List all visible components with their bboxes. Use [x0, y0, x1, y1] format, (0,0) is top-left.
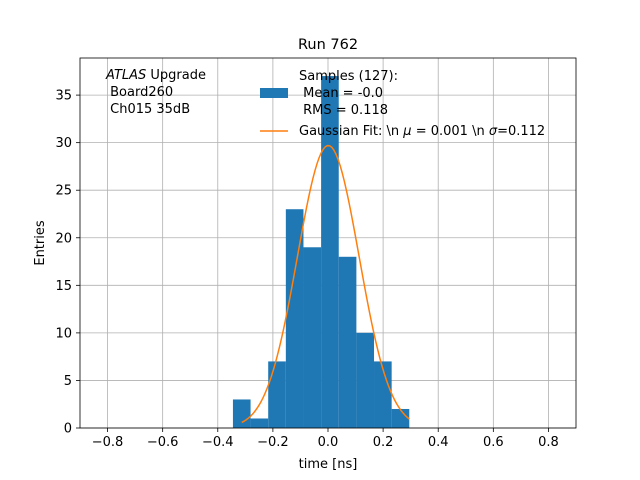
- x-tick-label: −0.2: [257, 435, 289, 450]
- histogram-bar: [268, 361, 286, 428]
- y-tick-label: 25: [55, 184, 72, 199]
- y-tick-label: 5: [64, 374, 72, 389]
- x-tick-label: 0.6: [483, 435, 504, 450]
- legend-histogram-line-1: Samples (127):: [299, 69, 398, 84]
- legend-histogram-line-3: RMS = 0.118: [299, 103, 388, 118]
- y-tick-label: 15: [55, 279, 72, 294]
- histogram-bar: [356, 332, 375, 428]
- x-tick-label: −0.6: [147, 435, 179, 450]
- y-axis-ticks: 0 5 10 15 20 25 30 35: [55, 89, 80, 437]
- legend-fit-label: Gaussian Fit: \n μ = 0.001 \n σ=0.112: [299, 124, 545, 139]
- x-axis-ticks: −0.8 −0.6 −0.4 −0.2 0.0 0.2 0.4 0.6 0.8: [92, 428, 559, 450]
- x-tick-label: −0.8: [92, 435, 124, 450]
- histogram-bar: [285, 209, 304, 428]
- histogram-bar: [374, 361, 392, 428]
- y-tick-label: 20: [55, 231, 72, 246]
- y-tick-label: 0: [64, 422, 72, 437]
- histogram-bar: [321, 76, 339, 429]
- y-axis-label: Entries: [33, 220, 48, 266]
- annotation-line-1: ATLAS Upgrade: [105, 68, 206, 83]
- x-tick-label: −0.4: [202, 435, 234, 450]
- histogram-bar: [232, 399, 251, 428]
- chart-title: Run 762: [298, 37, 358, 53]
- gaussian-fit-line: [241, 144, 410, 424]
- histogram-bars: [232, 76, 410, 429]
- y-tick-label: 30: [55, 136, 72, 151]
- histogram-bar: [250, 418, 269, 428]
- histogram-bar: [303, 247, 322, 428]
- x-tick-label: 0.4: [428, 435, 449, 450]
- x-tick-label: 0.2: [373, 435, 394, 450]
- annotation-line-2: Board260: [106, 85, 173, 100]
- y-tick-label: 10: [55, 326, 72, 341]
- annotation-line-3: Ch015 35dB: [106, 102, 190, 117]
- x-axis-label: time [ns]: [299, 457, 358, 472]
- histogram-bar: [338, 256, 357, 428]
- legend-histogram-line-2: Mean = -0.0: [299, 86, 383, 101]
- histogram-bar: [391, 408, 410, 428]
- legend-histogram-swatch: [260, 88, 288, 98]
- legend: Samples (127): Mean = -0.0 RMS = 0.118 G…: [260, 69, 545, 139]
- y-tick-label: 35: [55, 89, 72, 104]
- run-annotation: ATLAS Upgrade Board260 Ch015 35dB: [105, 68, 206, 117]
- x-tick-label: 0.0: [318, 435, 339, 450]
- x-tick-label: 0.8: [538, 435, 559, 450]
